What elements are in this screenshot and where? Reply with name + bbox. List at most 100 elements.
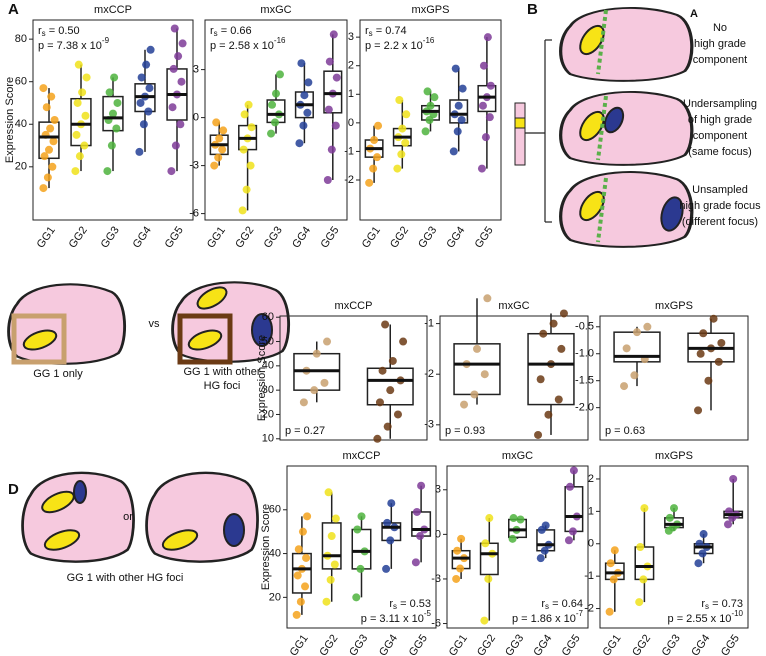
- data-point: [327, 532, 336, 541]
- data-point: [302, 553, 311, 562]
- data-point: [272, 89, 280, 98]
- data-point: [534, 430, 543, 439]
- annotation-part: = 0.74: [373, 25, 407, 37]
- annotation-part: r: [541, 598, 545, 610]
- data-point: [296, 597, 305, 606]
- data-point: [324, 488, 333, 497]
- data-point: [103, 167, 112, 176]
- caption: GG 1 only: [33, 368, 83, 380]
- annotation: p = 1.86 x 10-7: [512, 609, 584, 625]
- annotation-part: r: [210, 25, 214, 37]
- data-point: [480, 370, 489, 379]
- data-point: [485, 113, 494, 122]
- data-point: [292, 610, 301, 619]
- data-point: [609, 575, 618, 584]
- data-point: [539, 329, 548, 338]
- data-point: [620, 382, 629, 391]
- data-point: [425, 116, 434, 124]
- box: [564, 486, 584, 533]
- data-point: [453, 127, 462, 136]
- data-point: [622, 344, 631, 353]
- data-point: [326, 575, 335, 584]
- y-tick-label: -1: [344, 145, 354, 157]
- y-tick-label: 50: [262, 335, 274, 347]
- y-tick-label: 0: [435, 528, 441, 540]
- data-point: [219, 126, 228, 135]
- data-point: [565, 482, 574, 491]
- data-point: [544, 410, 553, 419]
- box: [38, 121, 60, 160]
- data-point: [451, 64, 460, 73]
- x-tick-label: GG2: [67, 225, 90, 251]
- x-tick-label: GG1: [288, 633, 311, 656]
- data-point: [378, 366, 387, 375]
- annotation-part: s: [545, 602, 549, 611]
- chart-title: mxGC: [502, 450, 533, 462]
- data-point: [135, 147, 144, 156]
- annotation: p = 0.27: [285, 425, 325, 437]
- data-point: [541, 521, 550, 530]
- x-tick-label: GG3: [262, 225, 285, 251]
- annotation: p = 2.55 x 10-10: [668, 609, 744, 625]
- data-point: [327, 145, 336, 154]
- caption: component: [693, 130, 747, 142]
- annotation: rs = 0.74: [365, 25, 407, 38]
- x-tick-label: GG2: [475, 633, 498, 656]
- annotation-part: -10: [731, 609, 743, 618]
- annotation-part: r: [38, 25, 42, 37]
- y-tick-label: 60: [269, 504, 281, 516]
- caption: (same focus): [688, 146, 752, 158]
- data-point: [470, 390, 479, 399]
- y-axis-label: Expression Score: [260, 504, 272, 590]
- annotation-part: = 0.73: [709, 598, 743, 610]
- data-point: [606, 559, 615, 568]
- caption: high grade focus: [679, 200, 761, 212]
- data-point: [329, 30, 338, 39]
- data-point: [267, 129, 276, 138]
- data-point: [323, 337, 332, 346]
- data-point: [665, 513, 674, 522]
- data-point: [212, 118, 221, 127]
- data-point: [45, 145, 53, 154]
- annotation-part: = 0.50: [46, 25, 80, 37]
- data-point: [483, 33, 492, 42]
- y-tick-label: 80: [15, 33, 27, 45]
- chart-title: mxCCP: [94, 4, 132, 16]
- data-point: [399, 337, 408, 346]
- data-point: [332, 73, 341, 82]
- y-tick-label: -3: [424, 419, 434, 431]
- data-point: [508, 534, 517, 543]
- plot-frame: [359, 19, 502, 221]
- data-point: [303, 512, 312, 521]
- caption: high grade: [694, 38, 746, 50]
- data-point: [729, 474, 738, 483]
- caption: or: [123, 511, 133, 523]
- data-point: [416, 532, 425, 541]
- data-point: [421, 127, 430, 136]
- y-tick-label: 0: [588, 538, 594, 550]
- annotation: rs = 0.50: [38, 25, 80, 38]
- data-point: [142, 60, 151, 69]
- data-point: [383, 422, 392, 431]
- data-point: [536, 375, 545, 384]
- data-point: [696, 349, 705, 358]
- data-point: [411, 558, 420, 567]
- data-point: [81, 111, 90, 120]
- chart-title: mxGPS: [655, 300, 693, 312]
- annotation: rs = 0.66: [210, 25, 252, 38]
- plot-frame: [599, 315, 749, 441]
- data-point: [670, 504, 678, 513]
- data-point: [452, 574, 461, 583]
- inset-label: A: [690, 8, 698, 20]
- x-tick-label: GG3: [347, 633, 370, 656]
- x-tick-label: GG5: [473, 225, 496, 251]
- annotation: p = 0.63: [605, 425, 645, 437]
- plot-frame: [204, 19, 348, 221]
- data-point: [456, 564, 465, 573]
- data-point: [699, 329, 708, 338]
- data-point: [107, 141, 116, 150]
- panel-label: B: [527, 1, 538, 18]
- data-point: [171, 141, 180, 150]
- data-point: [323, 176, 332, 184]
- data-point: [242, 185, 251, 194]
